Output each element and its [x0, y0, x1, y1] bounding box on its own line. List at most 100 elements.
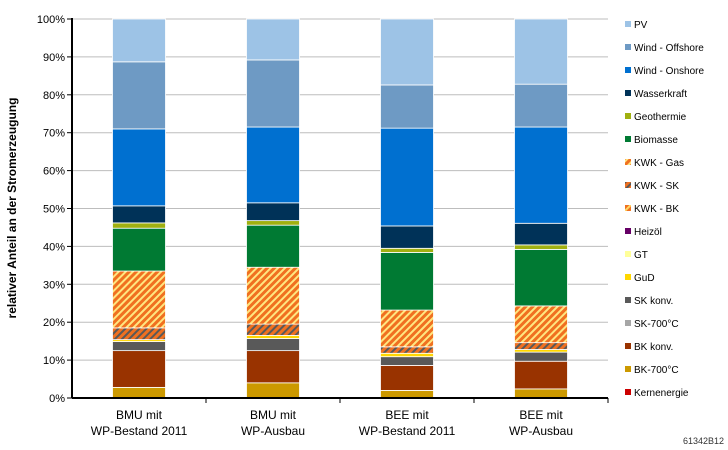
bar-segment-wasserkraft [514, 222, 568, 246]
bar-segment-bk-700-c [246, 382, 300, 399]
y-tick-label: 100% [37, 14, 65, 26]
legend-item: PV [625, 20, 648, 31]
bar-segment-wind-onshore [514, 126, 568, 224]
legend-item: SK konv. [625, 296, 673, 307]
x-tick-label: WP-Bestand 2011 [359, 424, 456, 438]
x-tick-label: BMU mit [250, 408, 297, 422]
x-tick-label: WP-Ausbau [241, 424, 305, 438]
bar-segment-bk-700-c [514, 388, 568, 399]
bar-segment-geothermie [112, 222, 166, 229]
y-tick-label: 60% [43, 166, 65, 178]
legend-swatch [625, 21, 631, 27]
bar-segment-pv [514, 18, 568, 85]
legend-item: Wasserkraft [625, 89, 687, 100]
bar-segment-kwk-sk [246, 323, 300, 336]
legend-label: Wind - Offshore [634, 43, 704, 54]
footer-code: 61342B12 [683, 436, 724, 446]
x-tick-label: WP-Bestand 2011 [91, 424, 188, 438]
legend-item: GuD [625, 273, 655, 284]
bar-segment-biomasse [246, 224, 300, 268]
legend-swatch [625, 136, 631, 142]
legend-swatch [625, 113, 631, 119]
legend-label: BK-700°C [634, 365, 679, 376]
bar-segment-gud [246, 335, 300, 339]
legend-label: GT [634, 250, 648, 261]
legend-swatch [625, 228, 631, 234]
bar-segment-biomasse [112, 227, 166, 272]
legend-item: KWK - SK [625, 181, 679, 192]
bar-segment-sk-konv- [514, 351, 568, 362]
bar-segment-bk-konv- [246, 350, 300, 384]
legend-label: BK konv. [634, 342, 673, 353]
legend-label: SK konv. [634, 296, 673, 307]
bar-segment-bk-konv- [112, 350, 166, 388]
legend-swatch [625, 274, 631, 280]
bar-segment-wind-onshore [380, 127, 434, 227]
y-tick-label: 40% [43, 241, 65, 253]
x-tick-label: BMU mit [116, 408, 163, 422]
x-tick-label: BEE mit [519, 408, 563, 422]
legend-swatch [625, 182, 631, 188]
legend-item: GT [625, 250, 648, 261]
bar-segment-kwk-gas [112, 270, 166, 329]
bar-segment-pv [112, 18, 166, 63]
bar-segment-wind-offshore [112, 61, 166, 130]
y-tick-label: 90% [43, 52, 65, 64]
y-tick-label: 30% [43, 279, 65, 291]
y-tick-label: 10% [43, 355, 65, 367]
legend-item: Wind - Onshore [625, 66, 704, 77]
legend-item: Biomasse [625, 135, 678, 146]
bar-segment-wasserkraft [112, 205, 166, 224]
legend-item: Geothermie [625, 112, 687, 123]
legend-label: PV [634, 20, 648, 31]
bar-segment-kwk-gas [514, 305, 568, 344]
legend-item: Kernenergie [625, 388, 689, 399]
legend-label: Heizöl [634, 227, 662, 238]
y-axis-label: relativer Anteil an der Stromerzeugung [5, 98, 19, 319]
legend-swatch [625, 205, 631, 211]
bar-segment-kwk-sk [112, 327, 166, 341]
bar-segment-pv [380, 18, 434, 86]
legend-swatch [625, 90, 631, 96]
bar-segment-wind-offshore [246, 59, 300, 128]
x-tick-label: WP-Ausbau [509, 424, 573, 438]
legend-label: SK-700°C [634, 319, 679, 330]
legend-label: KWK - SK [634, 181, 679, 192]
bar-segment-sk-konv- [112, 341, 166, 352]
bar-segment-kwk-gas [380, 309, 434, 348]
legend-swatch [625, 67, 631, 73]
y-tick-label: 20% [43, 317, 65, 329]
legend-item: Wind - Offshore [625, 43, 704, 54]
legend-label: Kernenergie [634, 388, 689, 399]
legend-swatch [625, 320, 631, 326]
legend-label: Biomasse [634, 135, 678, 146]
legend: PV Wind - Offshore Wind - Onshore Wasserkra… [625, 20, 704, 399]
bar-segment-bk-700-c [380, 390, 434, 399]
legend-label: KWK - Gas [634, 158, 684, 169]
bar-segment-sk-konv- [380, 356, 434, 366]
bar-segment-geothermie [246, 220, 300, 226]
bar-segment-wasserkraft [380, 225, 434, 249]
bar-segment-kwk-sk [514, 342, 568, 350]
y-tick-label: 80% [43, 90, 65, 102]
legend-swatch [625, 44, 631, 50]
bars [112, 18, 568, 399]
legend-swatch [625, 251, 631, 257]
legend-swatch [625, 343, 631, 349]
bar-segment-wasserkraft [246, 202, 300, 222]
legend-item: SK-700°C [625, 319, 679, 330]
legend-item: BK konv. [625, 342, 673, 353]
bar-segment-kwk-gas [246, 266, 300, 325]
bar-segment-wind-offshore [514, 83, 568, 128]
bar-segment-bk-700-c [112, 386, 166, 399]
bar-segment-geothermie [514, 244, 568, 250]
y-tick-label: 50% [43, 204, 65, 216]
legend-item: BK-700°C [625, 365, 679, 376]
y-tick-label: 0% [49, 393, 65, 405]
bar-segment-wind-onshore [246, 126, 300, 204]
bar-segment-sk-konv- [246, 338, 300, 352]
legend-item: KWK - BK [625, 204, 679, 215]
bar-segment-bk-konv- [514, 360, 568, 390]
legend-swatch [625, 297, 631, 303]
